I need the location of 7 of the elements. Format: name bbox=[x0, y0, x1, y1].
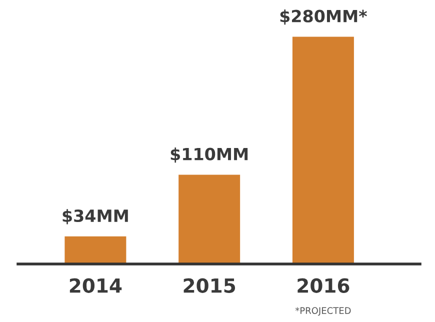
data-label: $110MM bbox=[170, 147, 248, 163]
x-tick-label: 2014 bbox=[70, 278, 122, 293]
x-tick-label: 2015 bbox=[184, 278, 236, 293]
text: *PROJECTED bbox=[295, 307, 351, 316]
data-label: $280MM* bbox=[280, 9, 368, 25]
data-label: $34MM bbox=[62, 209, 128, 224]
x-tick-label: 2016 bbox=[298, 278, 350, 293]
